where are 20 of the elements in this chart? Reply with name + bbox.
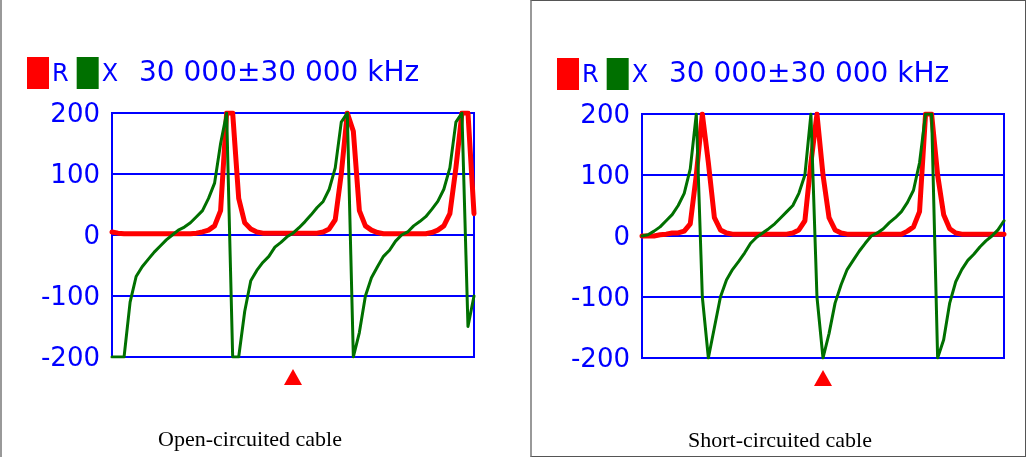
legend-label: R <box>52 59 69 87</box>
y-tick-label: 100 <box>50 159 100 189</box>
y-tick-label: -200 <box>570 343 630 373</box>
chart-title: 30 000±30 000 kHz <box>139 54 420 88</box>
y-tick-label: 0 <box>613 221 630 251</box>
legend-label: X <box>631 60 649 88</box>
line-series <box>110 111 476 359</box>
y-tick-label: -100 <box>40 281 100 311</box>
line-series <box>640 112 1006 360</box>
text: Open-circuited cable <box>157 426 343 452</box>
text: Short-circuited cable <box>687 427 873 453</box>
y-tick-label: 200 <box>50 98 100 128</box>
y-tick-label: 0 <box>83 220 100 250</box>
y-tick-label: -200 <box>40 342 100 372</box>
y-tick-label: 100 <box>580 160 630 190</box>
legend-label: X <box>101 59 119 87</box>
y-tick-label: 200 <box>580 99 630 129</box>
legend-label: R <box>582 60 599 88</box>
y-tick-label: -100 <box>570 282 630 312</box>
chart-title: 30 000±30 000 kHz <box>669 55 950 89</box>
